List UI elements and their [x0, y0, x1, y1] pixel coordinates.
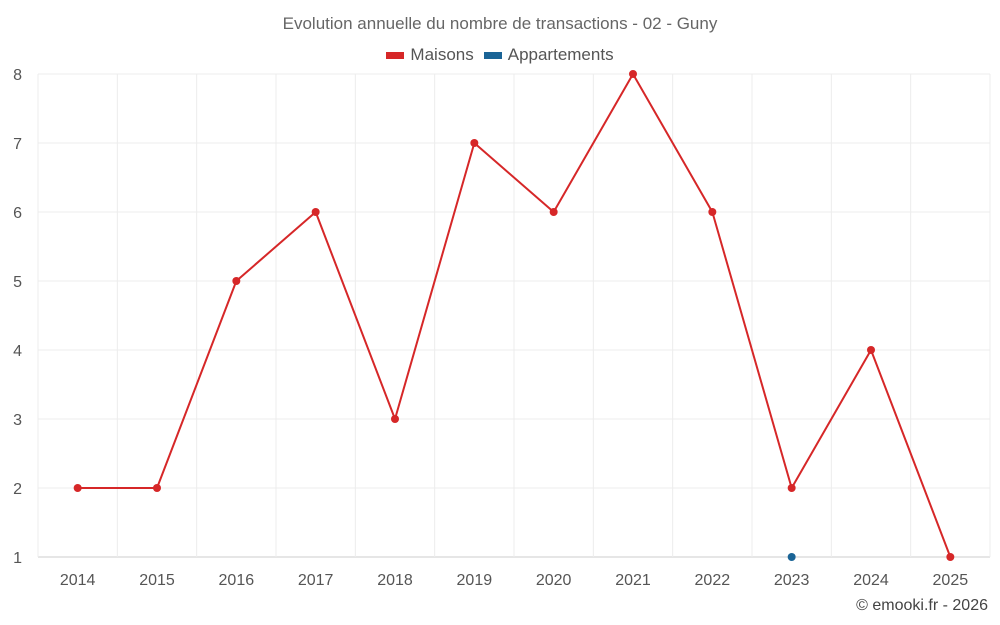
x-tick-label: 2021	[615, 572, 651, 589]
legend-label-appartements: Appartements	[507, 45, 614, 64]
grid-layer	[37, 73, 991, 558]
data-point-maisons	[73, 484, 82, 492]
y-tick-label: 1	[13, 550, 22, 567]
y-tick-label: 2	[13, 481, 22, 498]
x-tick-label: 2023	[774, 572, 810, 589]
x-tick-label: 2015	[139, 572, 175, 589]
data-point-maisons	[232, 277, 241, 285]
x-tick-label: 2020	[536, 572, 572, 589]
series-line-maisons	[77, 73, 952, 558]
data-point-maisons	[153, 484, 161, 492]
series-layer	[73, 70, 955, 561]
data-point-maisons	[946, 553, 955, 561]
x-tick-label: 2017	[298, 572, 334, 589]
legend-label-maisons: Maisons	[410, 45, 474, 64]
y-tick-label: 5	[13, 274, 22, 291]
x-tick-label: 2018	[377, 572, 413, 589]
credit-text: © emooki.fr - 2026	[856, 597, 988, 614]
x-tick-label: 2024	[853, 572, 889, 589]
data-point-maisons	[549, 208, 558, 216]
x-tick-label: 2019	[457, 572, 493, 589]
y-tick-label: 4	[13, 343, 22, 360]
x-tick-label: 2025	[933, 572, 969, 589]
data-point-maisons	[629, 70, 637, 78]
y-tick-label: 7	[13, 136, 22, 153]
legend-item-maisons[interactable]: Maisons	[386, 45, 474, 65]
chart-legend: Maisons Appartements	[0, 45, 1000, 65]
axis-layer: 1 2 3 4 5 6 7 8 2014 2015 2016 2017 2018 2019 2020 2021…	[13, 67, 968, 589]
data-point-maisons	[311, 208, 320, 216]
legend-item-appartements[interactable]: Appartements	[483, 45, 614, 65]
data-point-maisons	[470, 139, 479, 147]
data-point-maisons	[708, 208, 717, 216]
y-tick-label: 3	[13, 412, 22, 429]
legend-swatch-appartements	[483, 51, 502, 59]
chart-title: Evolution annuelle du nombre de transact…	[282, 14, 718, 33]
data-point-maisons	[867, 346, 875, 354]
y-tick-label: 6	[13, 205, 22, 222]
y-tick-label: 8	[13, 67, 22, 84]
x-tick-label: 2016	[219, 572, 255, 589]
x-tick-label: 2022	[695, 572, 731, 589]
data-point-maisons	[787, 484, 796, 492]
x-tick-label: 2014	[60, 572, 96, 589]
data-point-maisons	[391, 415, 399, 423]
data-point-appartements	[787, 553, 796, 561]
legend-swatch-maisons	[386, 51, 405, 59]
